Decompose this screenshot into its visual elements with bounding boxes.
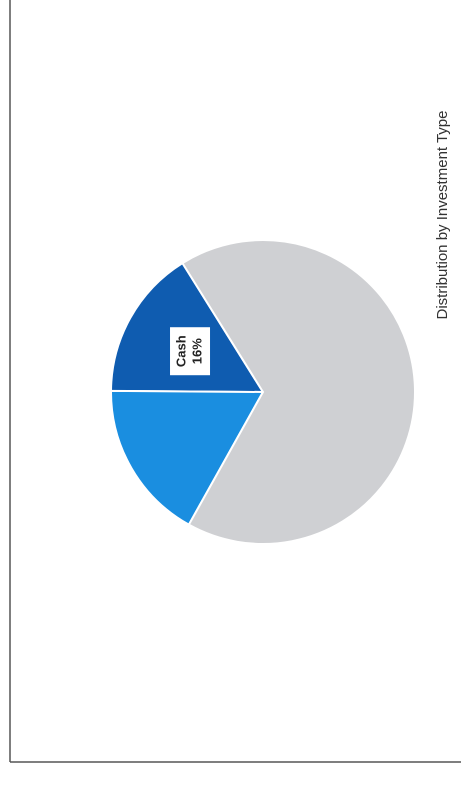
label-box bbox=[170, 327, 211, 376]
value-label: 16% bbox=[189, 338, 204, 364]
chart-title: Distribution by Investment Type bbox=[434, 111, 451, 320]
pie-slice bbox=[110, 389, 265, 527]
pie: Cash 16% bbox=[109, 239, 416, 545]
slice-label: Cash bbox=[173, 335, 188, 367]
pie-slice bbox=[181, 239, 416, 545]
